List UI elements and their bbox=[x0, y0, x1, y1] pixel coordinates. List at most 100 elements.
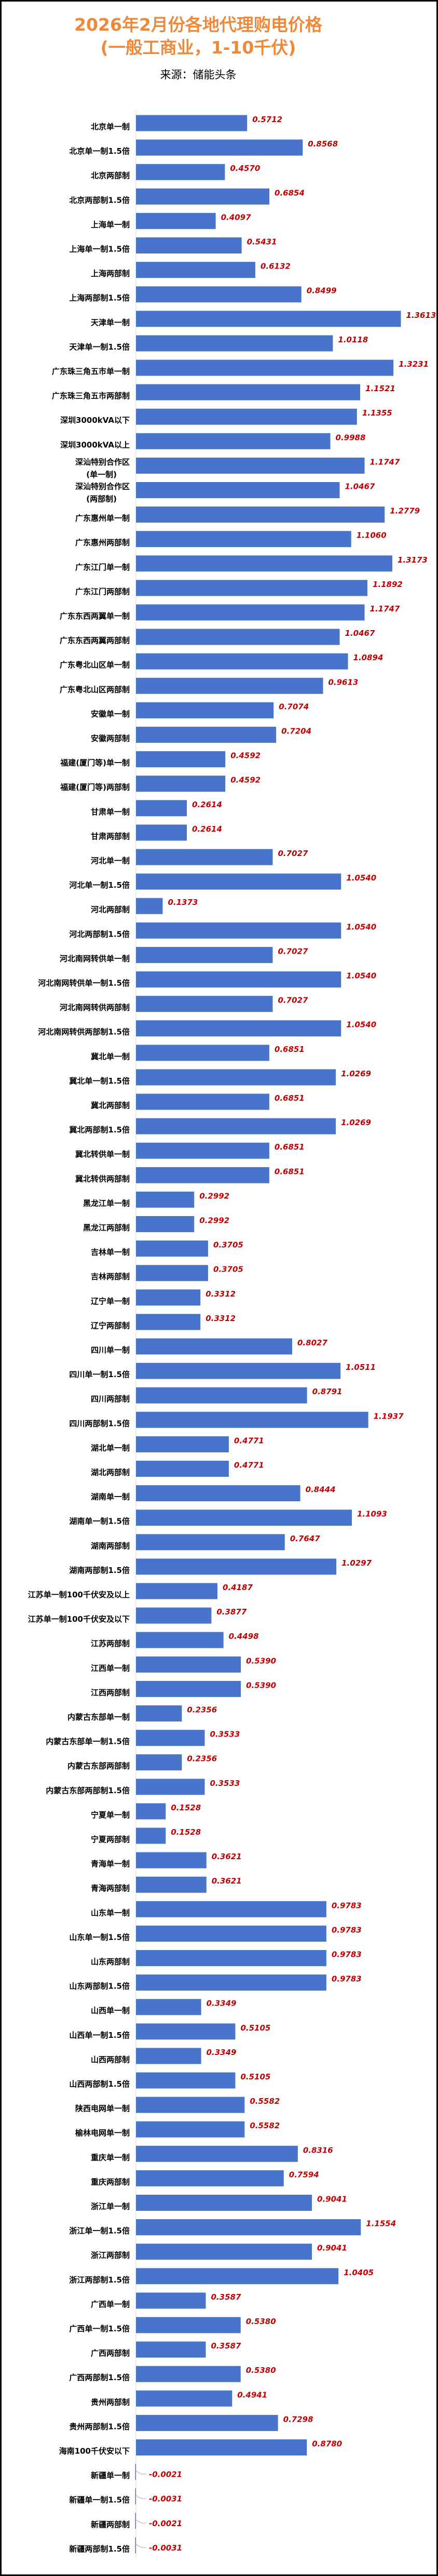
value-label: -0.0021 bbox=[149, 2470, 182, 2479]
value-label: 1.1093 bbox=[357, 1510, 387, 1519]
category-label: 湖北单一制 bbox=[91, 1443, 130, 1452]
category-label: 江西两部制 bbox=[91, 1688, 130, 1697]
bar bbox=[136, 1045, 269, 1061]
bar bbox=[136, 1093, 269, 1110]
category-label-line: 广东江门单一制 bbox=[75, 563, 130, 572]
value-label: 0.3621 bbox=[212, 1876, 242, 1886]
category-label-line: 河北南网转供单一制1.5倍 bbox=[38, 979, 130, 988]
category-label-line: 海南100千伏安以下 bbox=[59, 2447, 130, 2456]
bar bbox=[136, 1901, 326, 1917]
category-label-line: 四川单一制 bbox=[91, 1345, 130, 1355]
value-label: 1.0297 bbox=[341, 1558, 372, 1568]
value-label: 0.3587 bbox=[211, 2292, 241, 2302]
bar bbox=[136, 873, 341, 890]
category-label: 辽宁单一制 bbox=[91, 1297, 130, 1306]
value-label: 0.9613 bbox=[328, 677, 358, 687]
category-label-line: 天津单一制 bbox=[91, 318, 130, 327]
category-label: 广东江门两部制 bbox=[75, 587, 130, 596]
leader-line bbox=[136, 2519, 147, 2524]
category-label: 吉林单一制 bbox=[91, 1248, 130, 1257]
category-label-line: 上海单一制 bbox=[91, 220, 130, 229]
bar bbox=[136, 1167, 269, 1183]
value-label: 0.8568 bbox=[308, 139, 338, 149]
category-label-line: 陕西电网单一制 bbox=[75, 2104, 130, 2113]
value-label: 1.1060 bbox=[357, 531, 387, 540]
value-label: 0.8780 bbox=[312, 2439, 342, 2449]
category-label: 安徽两部制 bbox=[91, 734, 130, 743]
chart-source: 来源：储能头条 bbox=[160, 69, 237, 81]
category-label: 河北单一制1.5倍 bbox=[69, 880, 130, 890]
category-label: 深圳3000kVA以上 bbox=[60, 440, 130, 449]
category-label-line: (单一制) bbox=[86, 470, 117, 479]
category-label-line: 福建(厦门等)单一制 bbox=[60, 758, 130, 768]
category-label: 青海两部制 bbox=[91, 1884, 130, 1893]
value-label: 0.5390 bbox=[246, 1680, 276, 1690]
category-label: 新疆单一制1.5倍 bbox=[69, 2495, 130, 2505]
value-label: 0.8444 bbox=[306, 1485, 336, 1494]
bar bbox=[136, 727, 277, 743]
bar bbox=[136, 2390, 232, 2407]
value-label: 0.3705 bbox=[213, 1265, 243, 1274]
category-label: 广东粤北山区两部制 bbox=[60, 685, 130, 694]
bar bbox=[136, 1779, 205, 1795]
bar bbox=[136, 751, 226, 768]
category-label-line: 宁夏两部制 bbox=[91, 1835, 130, 1844]
category-label: 新疆两部制 bbox=[91, 2520, 130, 2529]
category-label-line: 冀北两部制 bbox=[91, 1101, 130, 1110]
category-label-line: 山西单一制1.5倍 bbox=[69, 2031, 130, 2040]
bar bbox=[136, 1289, 201, 1306]
category-label-line: 广东惠州单一制 bbox=[75, 514, 130, 523]
category-label-line: 湖南两部制1.5倍 bbox=[69, 1566, 130, 1575]
category-label: 山东两部制1.5倍 bbox=[69, 1982, 130, 1991]
category-label: 上海两部制1.5倍 bbox=[69, 293, 130, 303]
category-label-line: 山东两部制1.5倍 bbox=[69, 1982, 130, 1991]
value-label: 1.0467 bbox=[345, 629, 375, 638]
category-label-line: 湖北单一制 bbox=[91, 1443, 130, 1452]
category-label-line: 深汕特别合作区 bbox=[75, 457, 130, 466]
bar bbox=[136, 237, 242, 253]
value-label: 0.9041 bbox=[317, 2244, 347, 2253]
category-label-line: 广东东西两翼单一制 bbox=[60, 611, 130, 621]
bar bbox=[136, 1803, 166, 1820]
bar bbox=[135, 2488, 136, 2505]
value-label: 0.7204 bbox=[281, 727, 311, 736]
category-label: 山西两部制1.5倍 bbox=[69, 2079, 130, 2089]
bar bbox=[136, 1142, 269, 1159]
category-label: 冀北两部制1.5倍 bbox=[69, 1125, 130, 1134]
value-label: 0.7074 bbox=[279, 702, 309, 711]
category-label-line: 河北南网转供两部制1.5倍 bbox=[38, 1027, 130, 1037]
value-label: 0.5390 bbox=[246, 1656, 276, 1665]
bar bbox=[136, 2268, 339, 2285]
bar bbox=[136, 1338, 293, 1355]
category-label: 甘肃两部制 bbox=[91, 832, 130, 841]
category-label: 浙江两部制 bbox=[91, 2251, 130, 2260]
value-label: 0.5380 bbox=[246, 2366, 276, 2375]
value-label: 0.9783 bbox=[332, 1950, 362, 1959]
category-label: 宁夏两部制 bbox=[91, 1835, 130, 1844]
value-label: 0.3705 bbox=[213, 1240, 243, 1250]
category-label: 广东东西两翼两部制 bbox=[60, 636, 130, 645]
value-label: 0.5380 bbox=[246, 2317, 276, 2326]
category-label: 北京单一制 bbox=[91, 122, 130, 131]
category-label-line: 深圳3000kVA以上 bbox=[60, 440, 130, 449]
category-label: 冀北转供两部制 bbox=[75, 1174, 130, 1183]
bar bbox=[136, 2244, 312, 2260]
category-label-line: 广东珠三角五市单一制 bbox=[52, 367, 130, 376]
value-label: 0.6851 bbox=[275, 1045, 305, 1054]
category-label-line: 江西单一制 bbox=[91, 1663, 130, 1673]
category-label-line: 重庆单一制 bbox=[91, 2153, 130, 2162]
bar bbox=[136, 776, 226, 792]
category-label-line: (两部制) bbox=[86, 495, 117, 504]
value-label: 0.7027 bbox=[278, 946, 308, 956]
bar bbox=[136, 335, 333, 352]
bar bbox=[136, 1216, 195, 1232]
value-label: 0.6854 bbox=[275, 188, 305, 197]
value-label: 1.2779 bbox=[390, 506, 420, 516]
category-label: 内蒙古东部单一制 bbox=[67, 1713, 130, 1722]
bar bbox=[136, 2219, 361, 2236]
category-label-line: 山东两部制 bbox=[91, 1957, 130, 1967]
category-label: 北京两部制1.5倍 bbox=[69, 195, 130, 205]
bar bbox=[136, 800, 187, 817]
category-label-line: 内蒙古东部两部制1.5倍 bbox=[46, 1786, 130, 1795]
category-label-line: 新疆两部制1.5倍 bbox=[69, 2544, 130, 2554]
